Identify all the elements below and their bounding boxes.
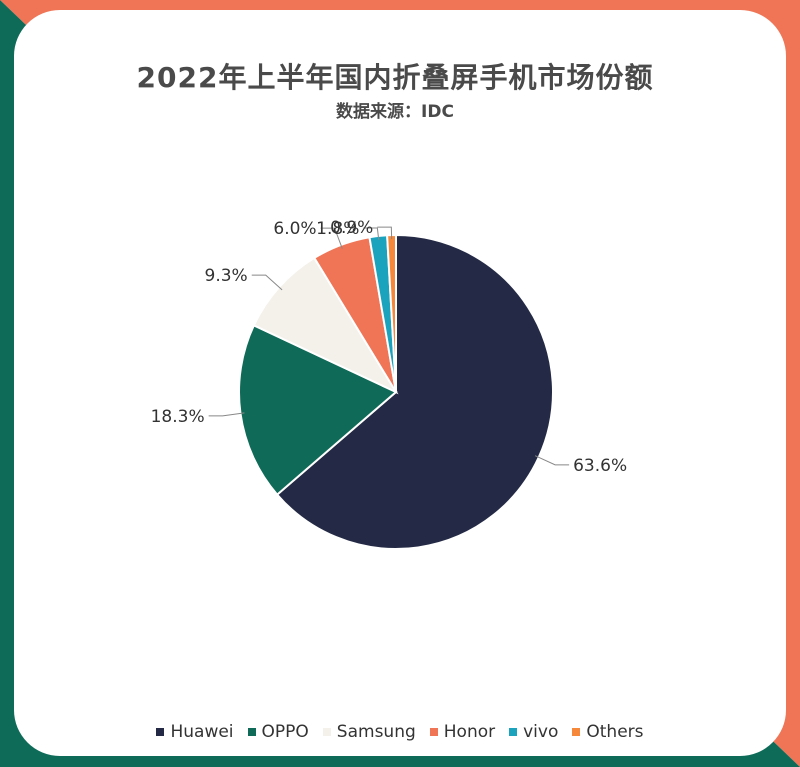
legend-swatch (247, 728, 256, 736)
legend-item-samsung: Samsung (322, 722, 416, 742)
legend-swatch (429, 728, 438, 736)
leader-line-samsung (251, 274, 283, 291)
legend-swatch (572, 728, 581, 736)
chart-title: 2022年上半年国内折叠屏手机市场份额 (136, 61, 654, 94)
data-label-oppo: 18.3% (151, 407, 205, 427)
leader-line-honor (320, 227, 343, 249)
legend-item-others: Others (572, 722, 644, 742)
leader-line-oppo (208, 412, 245, 417)
legend-item-oppo: OPPO (247, 722, 309, 742)
legend-label: Others (586, 722, 644, 742)
chart-subtitle: 数据来源：IDC (336, 102, 454, 122)
legend-label: Huawei (170, 722, 234, 742)
data-label-huawei: 63.6% (573, 456, 627, 476)
legend-item-honor: Honor (429, 722, 496, 742)
leader-line-huawei (534, 455, 570, 466)
legend-label: Samsung (336, 722, 416, 742)
legend-swatch (322, 728, 331, 736)
chart-legend: Huawei OPPO Samsung Honor vivo Others (0, 722, 800, 742)
data-label-honor: 6.0% (273, 219, 316, 239)
legend-label: OPPO (261, 722, 309, 742)
legend-item-huawei: Huawei (156, 722, 234, 742)
legend-item-vivo: vivo (509, 722, 558, 742)
leader-line-others (377, 226, 393, 240)
legend-label: vivo (523, 722, 559, 742)
data-label-vivo: 1.8% (316, 219, 359, 239)
data-label-others: 0.9% (330, 218, 373, 238)
data-label-samsung: 9.3% (205, 266, 248, 286)
leader-line-vivo (363, 227, 380, 241)
legend-label: Honor (443, 722, 496, 742)
legend-swatch (509, 728, 518, 736)
legend-swatch (156, 728, 165, 736)
